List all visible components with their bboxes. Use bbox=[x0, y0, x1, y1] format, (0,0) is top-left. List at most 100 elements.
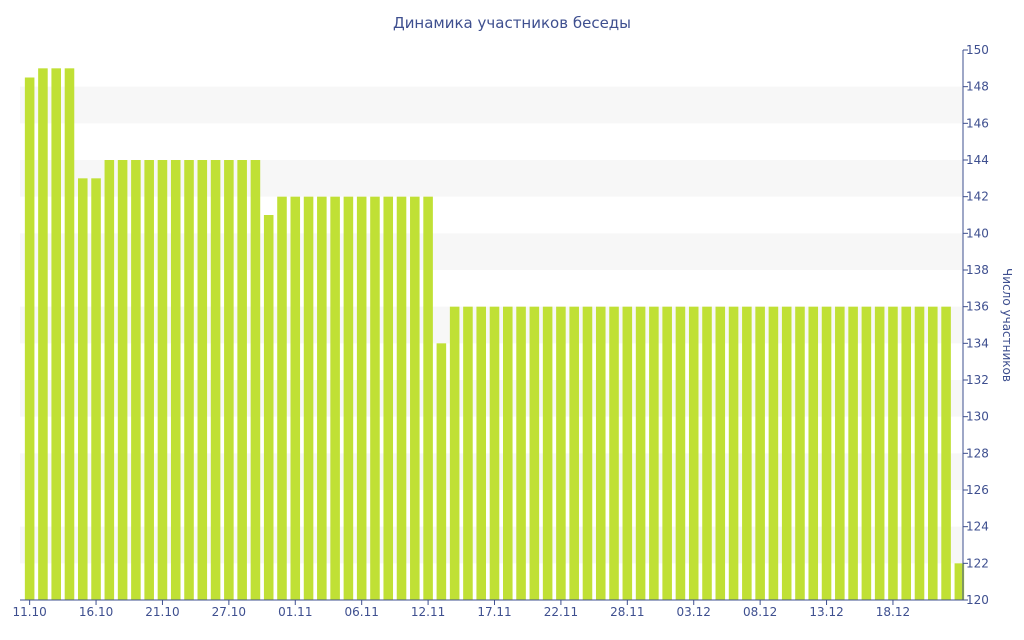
bar bbox=[755, 306, 765, 600]
y-tick-label: 140 bbox=[966, 226, 989, 240]
chart-title: Динамика участников беседы bbox=[393, 14, 631, 32]
bar bbox=[104, 160, 115, 600]
bar bbox=[742, 306, 752, 600]
bar bbox=[649, 306, 659, 600]
x-tick-label: 18.12 bbox=[876, 605, 910, 619]
bar bbox=[675, 306, 686, 600]
y-tick-label: 128 bbox=[966, 446, 989, 460]
bar bbox=[410, 196, 420, 600]
bar bbox=[184, 160, 194, 600]
bar bbox=[914, 306, 925, 600]
bar bbox=[835, 306, 845, 600]
bar bbox=[489, 306, 500, 600]
bar bbox=[317, 196, 327, 600]
bar bbox=[609, 306, 619, 600]
bar bbox=[396, 196, 407, 600]
bar bbox=[91, 178, 101, 601]
bar bbox=[821, 306, 832, 600]
y-tick-label: 138 bbox=[966, 263, 989, 277]
bar bbox=[728, 306, 739, 600]
y-tick-label: 142 bbox=[966, 190, 989, 204]
x-tick-label: 08.12 bbox=[743, 605, 777, 619]
bar bbox=[781, 306, 792, 600]
bar bbox=[928, 306, 938, 600]
y-tick-label: 136 bbox=[966, 300, 989, 314]
y-axis-label: Число участников bbox=[1000, 268, 1014, 382]
bar bbox=[556, 306, 566, 600]
bar bbox=[224, 160, 234, 600]
y-tick-label: 122 bbox=[966, 556, 989, 570]
y-tick-label: 150 bbox=[966, 43, 989, 57]
y-tick-label: 124 bbox=[966, 520, 989, 534]
bar bbox=[582, 306, 593, 600]
bar bbox=[356, 196, 367, 600]
bar bbox=[290, 196, 301, 600]
bar bbox=[635, 306, 646, 600]
bar bbox=[888, 306, 898, 600]
bar bbox=[569, 306, 579, 600]
bar bbox=[77, 178, 88, 601]
bar-series bbox=[24, 68, 965, 601]
bar bbox=[901, 306, 912, 600]
bar bbox=[476, 306, 486, 600]
bar bbox=[542, 306, 553, 600]
bar bbox=[343, 196, 354, 600]
bar bbox=[237, 160, 247, 600]
x-tick-label: 17.11 bbox=[477, 605, 511, 619]
bar bbox=[423, 196, 433, 600]
bar bbox=[954, 563, 965, 600]
x-tick-label: 27.10 bbox=[212, 605, 246, 619]
bar bbox=[157, 160, 168, 600]
grid-band bbox=[20, 86, 963, 124]
bar bbox=[64, 68, 75, 601]
bar bbox=[463, 306, 473, 600]
x-tick-label: 16.10 bbox=[79, 605, 113, 619]
x-tick-label: 21.10 bbox=[145, 605, 179, 619]
bar bbox=[436, 343, 447, 600]
bar bbox=[51, 68, 61, 601]
bar bbox=[768, 306, 779, 600]
bar bbox=[383, 196, 394, 600]
x-tick-label: 28.11 bbox=[610, 605, 644, 619]
y-tick-label: 120 bbox=[966, 593, 989, 607]
bar bbox=[622, 306, 633, 600]
bar bbox=[503, 306, 513, 600]
bar bbox=[516, 306, 526, 600]
y-tick-label: 144 bbox=[966, 153, 989, 167]
bar bbox=[250, 160, 261, 600]
bar bbox=[874, 306, 885, 600]
y-tick-label: 148 bbox=[966, 80, 989, 94]
y-tick-label: 146 bbox=[966, 116, 989, 130]
bar bbox=[595, 306, 606, 600]
x-tick-label: 13.12 bbox=[809, 605, 843, 619]
bar bbox=[848, 306, 858, 600]
x-tick-label: 01.11 bbox=[278, 605, 312, 619]
bar bbox=[131, 160, 141, 600]
bar bbox=[24, 77, 35, 600]
bar bbox=[144, 160, 154, 600]
bar bbox=[715, 306, 726, 600]
x-axis-ticks: 11.10 16.10 21.10 27.10 01.11 06.11 12.11 17.11… bbox=[12, 600, 910, 619]
bar bbox=[449, 306, 460, 600]
bar bbox=[941, 306, 951, 600]
bar bbox=[688, 306, 699, 600]
bar bbox=[197, 160, 208, 600]
bar bbox=[370, 196, 380, 600]
bar bbox=[529, 306, 540, 600]
x-tick-label: 06.11 bbox=[345, 605, 379, 619]
y-tick-label: 130 bbox=[966, 410, 989, 424]
bar bbox=[330, 196, 340, 600]
bar bbox=[662, 306, 672, 600]
bar bbox=[263, 215, 274, 600]
bar bbox=[277, 196, 287, 600]
bar bbox=[861, 306, 872, 600]
bar bbox=[210, 160, 221, 600]
bar bbox=[117, 160, 128, 600]
x-tick-label: 03.12 bbox=[677, 605, 711, 619]
bar bbox=[303, 196, 314, 600]
y-tick-label: 134 bbox=[966, 336, 989, 350]
bar bbox=[38, 68, 48, 601]
y-axis-ticks: 120 122 124 126 128 130 132 134 136 138 140 142 144 1… bbox=[963, 43, 989, 607]
bar bbox=[170, 160, 181, 600]
